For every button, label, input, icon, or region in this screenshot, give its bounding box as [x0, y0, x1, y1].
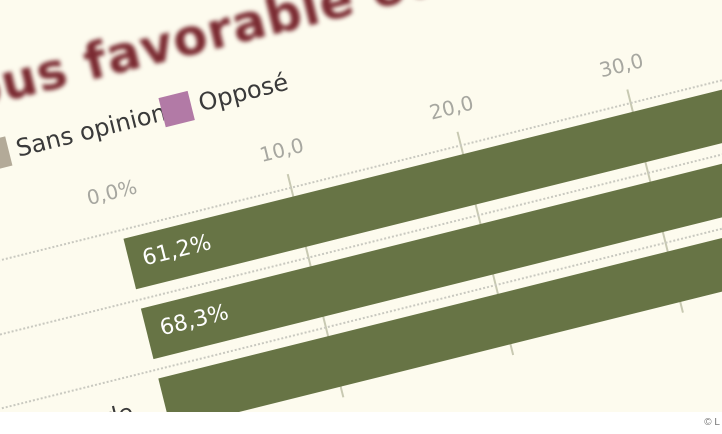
image-credit: © L [704, 417, 720, 428]
chart-plane: vous favorable ou op e Sans opinion Oppo… [0, 0, 722, 412]
legend-label-sans-opinion: Sans opinion [13, 98, 170, 163]
x-tick-label: 0,0% [84, 174, 140, 211]
legend-swatch-sans-opinion [0, 136, 13, 173]
chart-image: vous favorable ou op e Sans opinion Oppo… [0, 0, 722, 412]
bar-value-label: 68,3% [157, 300, 232, 342]
x-tick-label: 10,0 [257, 132, 307, 167]
x-tick-label: 20,0 [426, 90, 476, 125]
category-label: romande [25, 398, 136, 412]
bar-value-label: 61,2% [139, 230, 214, 272]
x-tick-label: 30,0 [596, 48, 646, 83]
legend-swatch-oppose [158, 90, 195, 128]
legend-item-oppose: Opposé [158, 65, 292, 129]
legend-label-oppose: Opposé [195, 67, 291, 118]
